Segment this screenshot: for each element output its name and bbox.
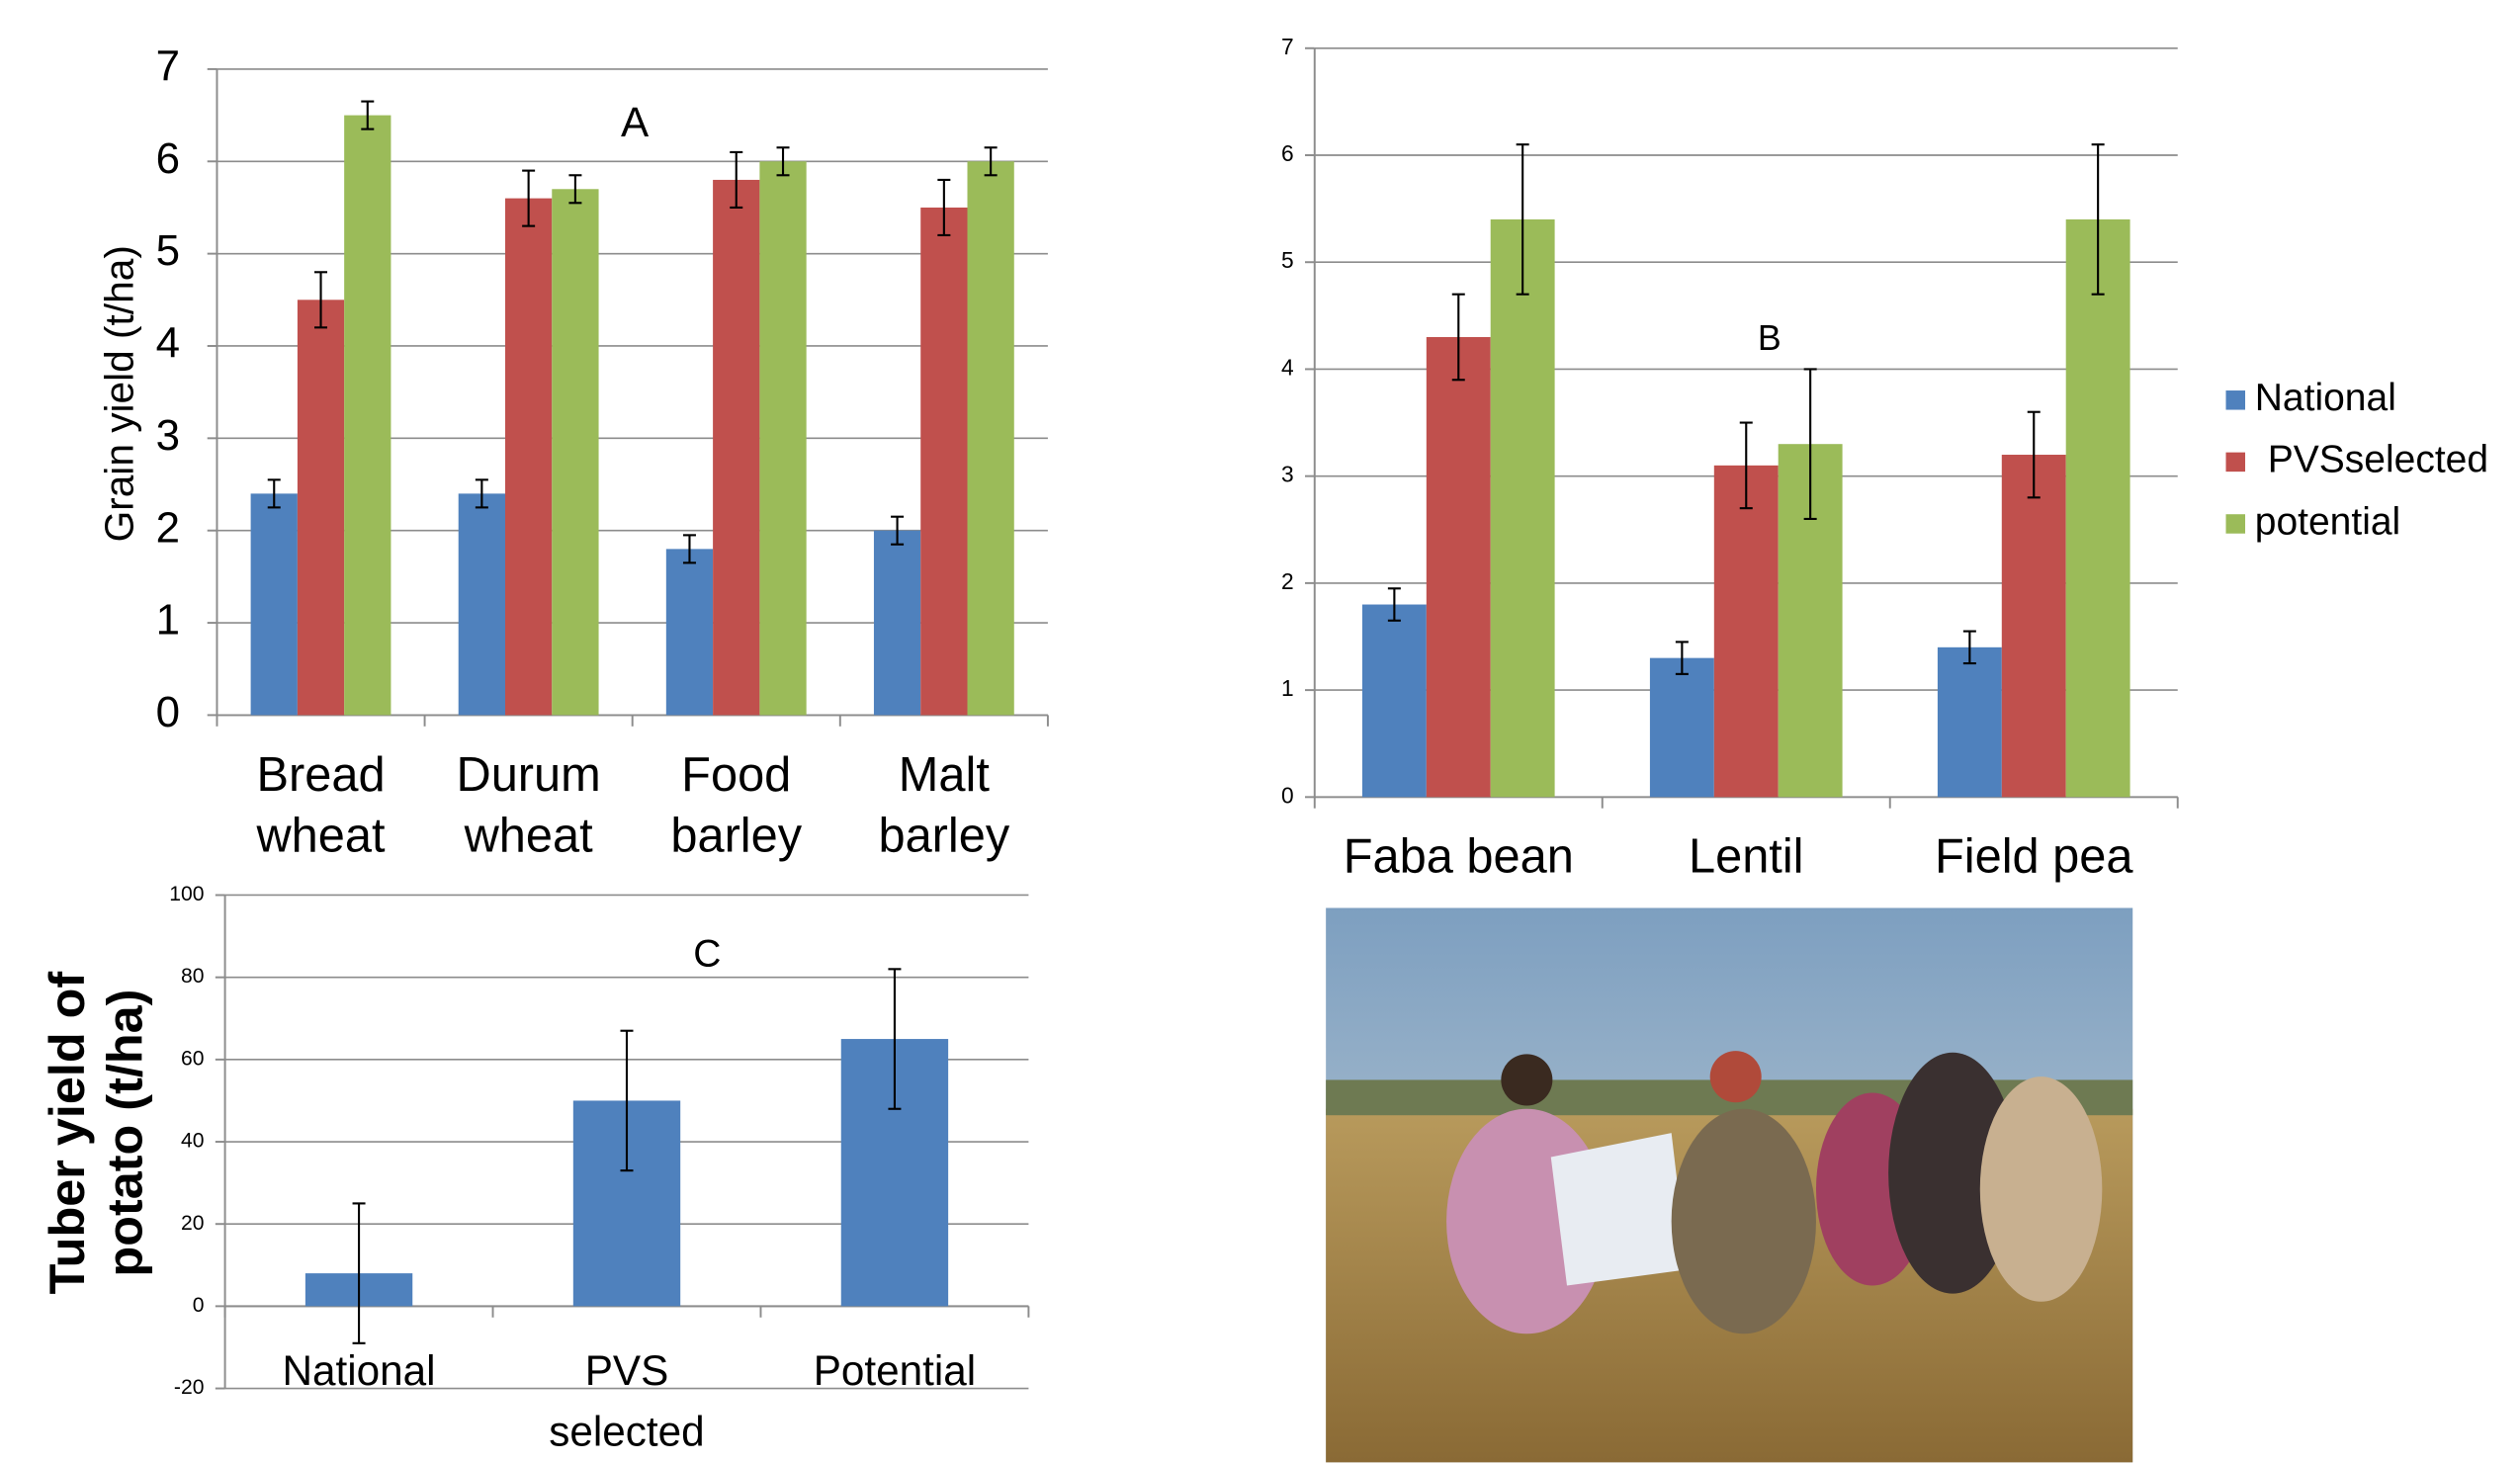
y-tick-label: 3	[1281, 462, 1294, 487]
bar	[344, 116, 391, 716]
y-tick-label: 100	[169, 883, 204, 905]
y-tick-label: 80	[181, 965, 205, 988]
y-tick-label: 0	[193, 1294, 205, 1317]
bar	[666, 549, 713, 715]
x-tick-label: Faba bean	[1344, 830, 1574, 884]
chart-page: 0 1 2 3 4 5 6 7 Breadwheat Durumwheat Foodbarley Ma…	[0, 0, 2520, 1463]
bar	[874, 531, 920, 716]
y-tick-label: 5	[1281, 247, 1294, 273]
y-tick-label: 1	[156, 596, 180, 645]
x-tick-label: Field pea	[1935, 830, 2133, 884]
bar	[1362, 605, 1427, 798]
bar	[505, 199, 552, 716]
bar	[2066, 219, 2130, 797]
legend-label: National	[2255, 377, 2396, 419]
x-tick-label: Lentil	[1689, 830, 1804, 884]
bar	[552, 189, 598, 715]
bar	[713, 180, 759, 715]
annotation: B	[1758, 318, 1781, 358]
bar	[251, 493, 298, 715]
legend-swatch	[2226, 453, 2246, 473]
bar	[2002, 455, 2066, 797]
legend-swatch	[2226, 514, 2246, 534]
y-tick-label: 5	[156, 226, 180, 275]
bar	[967, 161, 1013, 715]
annotation: C	[693, 933, 721, 976]
y-tick-label: -20	[174, 1376, 205, 1399]
bar	[1427, 337, 1491, 797]
y-tick-label: 4	[1281, 354, 1294, 380]
y-tick-label: 0	[156, 688, 180, 736]
bar	[298, 300, 344, 715]
y-tick-label: 0	[1281, 782, 1294, 808]
legend-label: PVSselected	[2268, 439, 2488, 481]
y-tick-label: 60	[181, 1047, 205, 1070]
y-tick-label: 7	[156, 43, 180, 91]
y-tick-label: 3	[156, 411, 180, 460]
y-tick-label: 6	[1281, 140, 1294, 166]
y-tick-label: 1	[1281, 675, 1294, 701]
bar	[459, 493, 505, 715]
y-axis-label: Tuber yield of	[39, 972, 95, 1295]
y-tick-label: 2	[1281, 568, 1294, 594]
field-photo	[1326, 907, 2132, 1462]
y-tick-label: 6	[156, 134, 180, 183]
y-tick-label: 4	[156, 319, 180, 368]
y-tick-label: 2	[156, 503, 180, 552]
bar	[759, 161, 806, 715]
x-tick-label: National	[283, 1347, 436, 1394]
y-tick-label: 7	[1281, 34, 1294, 59]
bar	[920, 208, 967, 715]
y-axis-label: Grain yield (t/ha)	[96, 245, 141, 542]
annotation: A	[621, 99, 650, 145]
bar	[1650, 658, 1714, 798]
legend-label: potential	[2255, 500, 2400, 543]
y-tick-label: 20	[181, 1212, 205, 1235]
bar	[1491, 219, 1555, 797]
y-tick-label: 40	[181, 1130, 205, 1153]
y-axis-label: potato (t/ha)	[96, 990, 152, 1277]
bar	[1714, 466, 1779, 797]
legend-swatch	[2226, 390, 2246, 410]
bar	[1938, 647, 2002, 798]
x-tick-label: Potential	[814, 1347, 976, 1394]
